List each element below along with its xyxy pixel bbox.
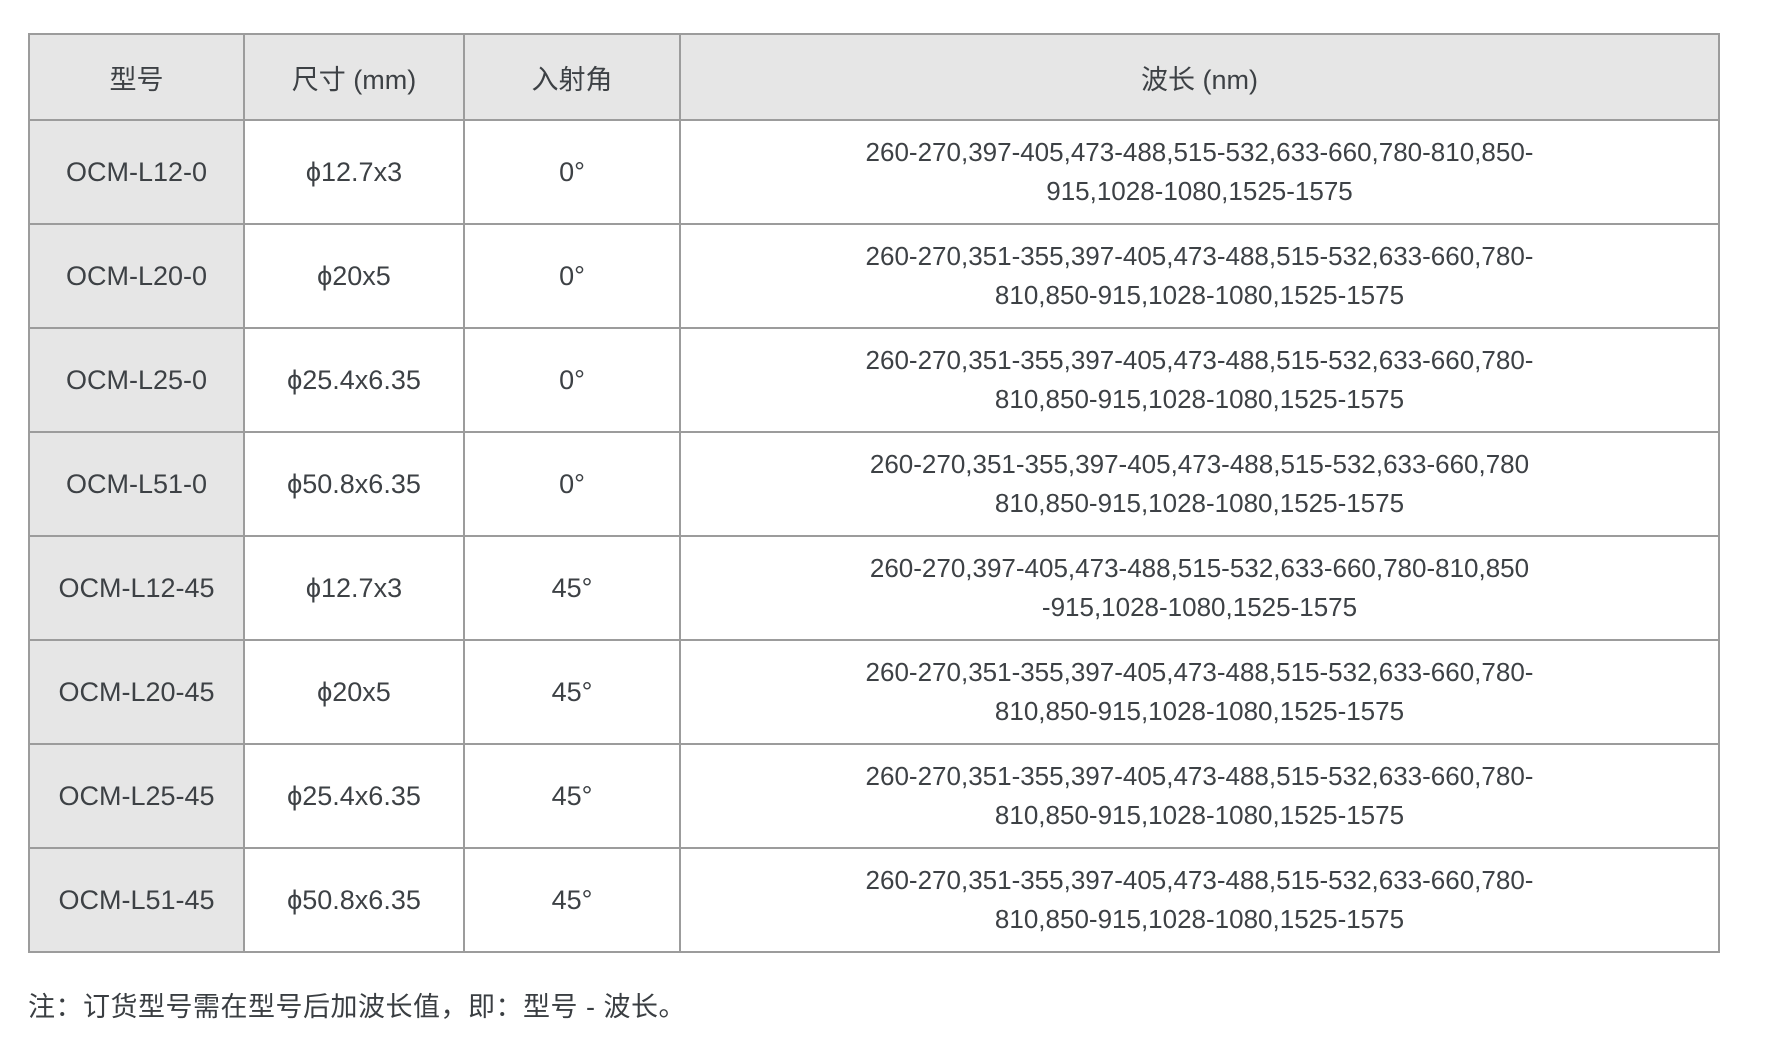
wavelength-line: 915,1028-1080,1525-1575 [1046,176,1353,206]
model-cell: OCM-L25-45 [28,743,245,849]
header-size: 尺寸 (mm) [243,33,465,121]
angle-cell: 45° [463,847,681,953]
size-cell: ϕ12.7x3 [243,535,465,641]
note-text: 注：订货型号需在型号后加波长值，即：型号 - 波长。 [28,992,686,1022]
wavelength-cell: 260-270,351-355,397-405,473-488,515-532,… [679,327,1720,433]
wavelength-line: 260-270,351-355,397-405,473-488,515-532,… [865,865,1534,895]
wavelength-cell: 260-270,351-355,397-405,473-488,515-532,… [679,223,1720,329]
size-cell: ϕ25.4x6.35 [243,327,465,433]
wavelength-line: 810,850-915,1028-1080,1525-1575 [994,904,1405,934]
size-cell: ϕ50.8x6.35 [243,847,465,953]
angle-cell: 45° [463,639,681,745]
header-model: 型号 [28,33,245,121]
model-cell: OCM-L12-45 [28,535,245,641]
size-cell: ϕ20x5 [243,223,465,329]
wavelength-cell: 260-270,397-405,473-488,515-532,633-660,… [679,535,1720,641]
table-row: OCM-L51-0 ϕ50.8x6.35 0° 260-270,351-355,… [28,431,1720,537]
angle-cell: 0° [463,119,681,225]
wavelength-line: 260-270,397-405,473-488,515-532,633-660,… [869,553,1530,583]
table-row: OCM-L25-45 ϕ25.4x6.35 45° 260-270,351-35… [28,743,1720,849]
table-row: OCM-L12-45 ϕ12.7x3 45° 260-270,397-405,4… [28,535,1720,641]
wavelength-line: 260-270,351-355,397-405,473-488,515-532,… [865,761,1534,791]
model-cell: OCM-L51-0 [28,431,245,537]
wavelength-line: 260-270,397-405,473-488,515-532,633-660,… [865,137,1534,167]
wavelength-cell: 260-270,351-355,397-405,473-488,515-532,… [679,743,1720,849]
angle-cell: 0° [463,431,681,537]
wavelength-line: 260-270,351-355,397-405,473-488,515-532,… [869,449,1530,479]
wavelength-cell: 260-270,351-355,397-405,473-488,515-532,… [679,847,1720,953]
wavelength-cell: 260-270,397-405,473-488,515-532,633-660,… [679,119,1720,225]
header-wavelength: 波长 (nm) [679,33,1720,121]
wavelength-line: 810,850-915,1028-1080,1525-1575 [994,384,1405,414]
size-cell: ϕ20x5 [243,639,465,745]
wavelength-line: 810,850-915,1028-1080,1525-1575 [994,696,1405,726]
table-header-row: 型号 尺寸 (mm) 入射角 波长 (nm) [28,33,1720,121]
angle-cell: 0° [463,223,681,329]
model-cell: OCM-L20-45 [28,639,245,745]
model-cell: OCM-L20-0 [28,223,245,329]
wavelength-line: -915,1028-1080,1525-1575 [1041,592,1358,622]
wavelength-line: 260-270,351-355,397-405,473-488,515-532,… [865,241,1534,271]
table-row: OCM-L51-45 ϕ50.8x6.35 45° 260-270,351-35… [28,847,1720,953]
spec-table: 型号 尺寸 (mm) 入射角 波长 (nm) OCM-L12-0 ϕ12.7x3… [28,33,1720,953]
size-cell: ϕ12.7x3 [243,119,465,225]
angle-cell: 45° [463,743,681,849]
wavelength-cell: 260-270,351-355,397-405,473-488,515-532,… [679,431,1720,537]
wavelength-cell: 260-270,351-355,397-405,473-488,515-532,… [679,639,1720,745]
wavelength-line: 810,850-915,1028-1080,1525-1575 [994,488,1405,518]
size-cell: ϕ25.4x6.35 [243,743,465,849]
model-cell: OCM-L51-45 [28,847,245,953]
size-cell: ϕ50.8x6.35 [243,431,465,537]
model-cell: OCM-L12-0 [28,119,245,225]
wavelength-line: 260-270,351-355,397-405,473-488,515-532,… [865,657,1534,687]
angle-cell: 0° [463,327,681,433]
table-row: OCM-L25-0 ϕ25.4x6.35 0° 260-270,351-355,… [28,327,1720,433]
header-angle: 入射角 [463,33,681,121]
table-row: OCM-L20-0 ϕ20x5 0° 260-270,351-355,397-4… [28,223,1720,329]
table-row: OCM-L20-45 ϕ20x5 45° 260-270,351-355,397… [28,639,1720,745]
wavelength-line: 810,850-915,1028-1080,1525-1575 [994,800,1405,830]
model-cell: OCM-L25-0 [28,327,245,433]
angle-cell: 45° [463,535,681,641]
table-row: OCM-L12-0 ϕ12.7x3 0° 260-270,397-405,473… [28,119,1720,225]
wavelength-line: 810,850-915,1028-1080,1525-1575 [994,280,1405,310]
wavelength-line: 260-270,351-355,397-405,473-488,515-532,… [865,345,1534,375]
